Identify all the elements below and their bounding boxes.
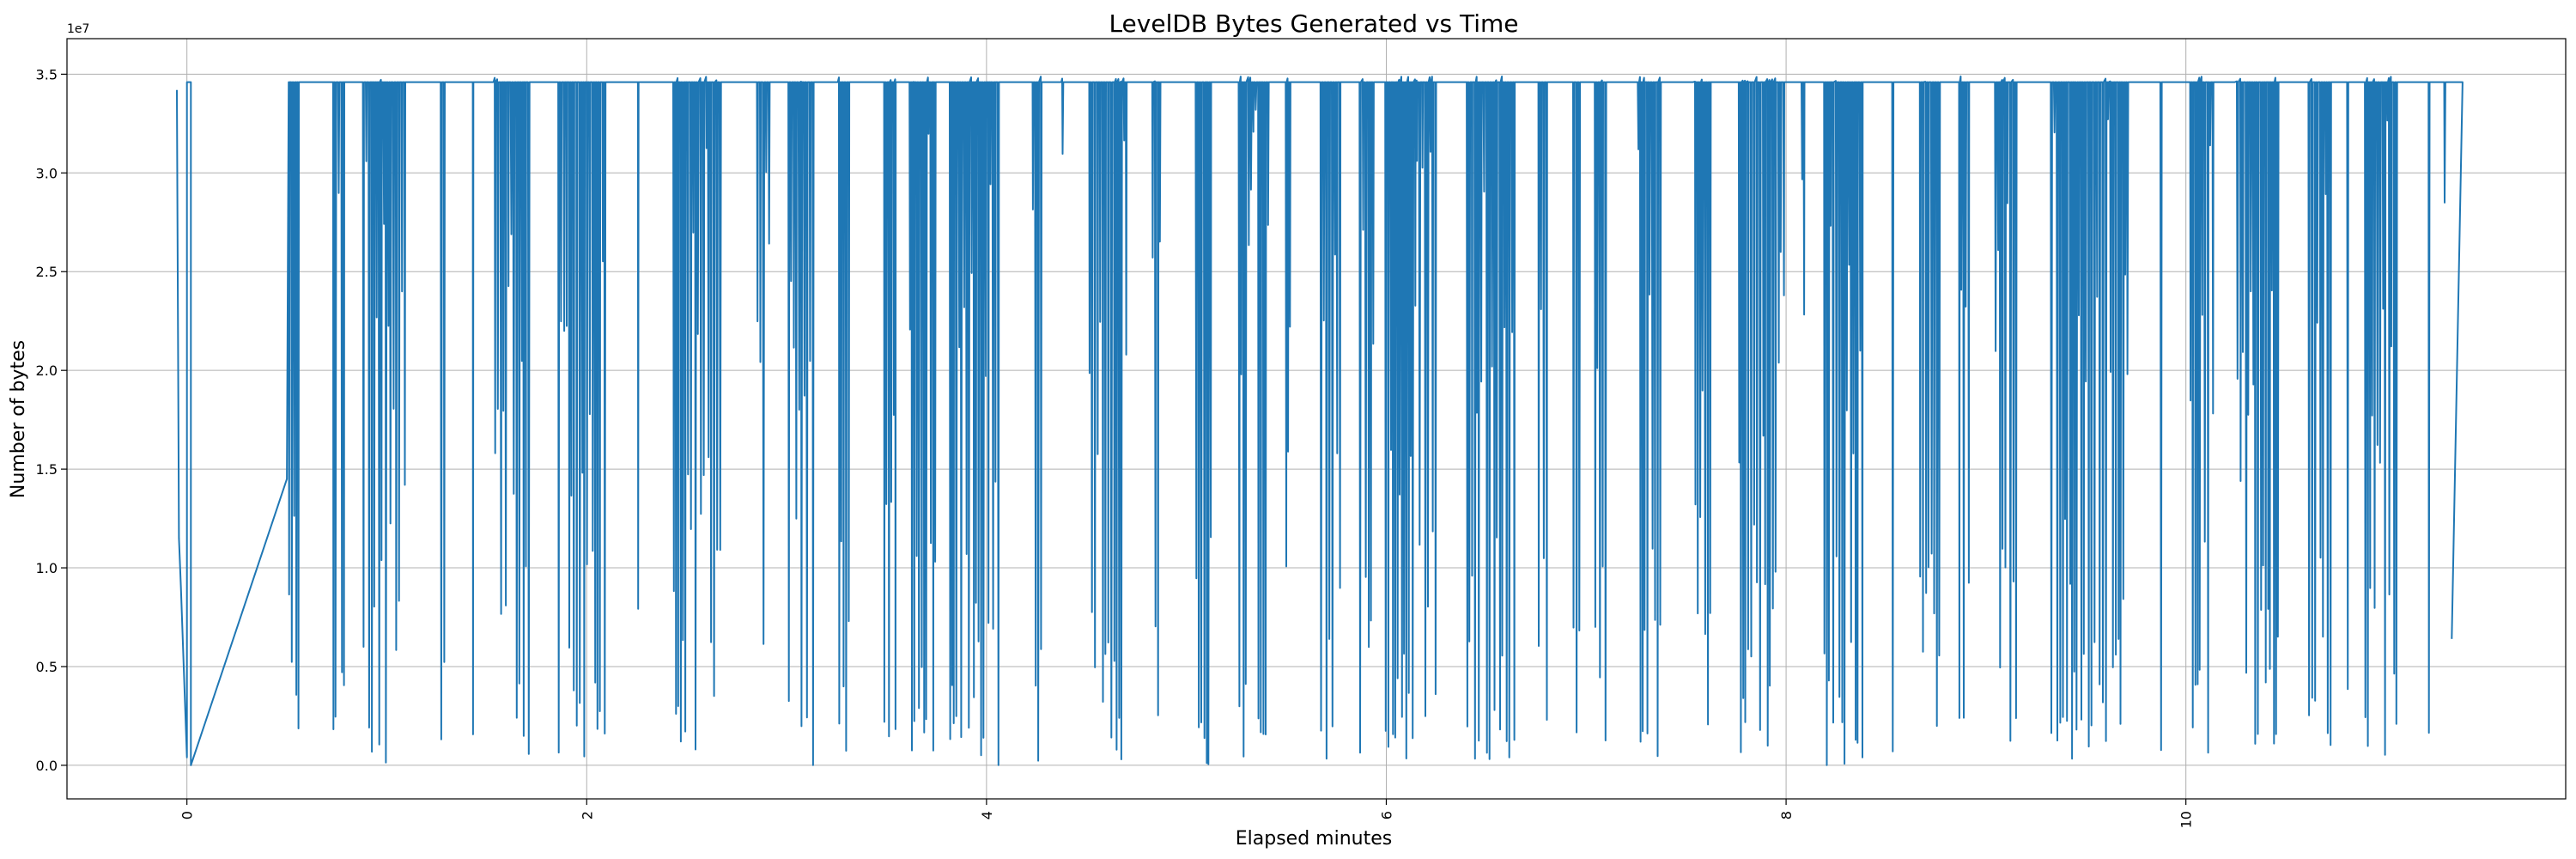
y-tick-label: 2.0 [36,362,58,379]
y-tick-label: 0.0 [36,758,58,774]
x-tick-label: 8 [1778,811,1795,819]
y-offset-label: 1e7 [67,22,89,36]
plot-frame [66,38,2567,800]
y-tick-label: 3.0 [36,165,58,181]
x-tick-label: 6 [1378,811,1394,819]
x-axis-label: Elapsed minutes [1236,828,1392,850]
x-tick-label: 4 [979,811,995,819]
series-layer [176,75,2464,766]
x-tick-label: 2 [579,811,595,819]
y-axis-label: Number of bytes [8,340,29,498]
series-line-bytes [176,75,2464,766]
y-tick-label: 2.5 [36,264,58,280]
y-tick-label: 0.5 [36,659,58,675]
y-tick-label: 1.5 [36,461,58,478]
x-tick-label: 0 [179,811,196,819]
y-tick-label: 3.5 [36,66,58,82]
y-tick-label: 1.0 [36,560,58,576]
grid-lines [67,39,2566,799]
axis-ticks: 0 2 4 6 8 10 0.0 0.5 1.0 1.5 2.0 2.5 3.0 3.5 [36,66,2195,828]
chart-title: LevelDB Bytes Generated vs Time [1109,9,1518,38]
x-tick-label: 10 [2178,811,2195,828]
